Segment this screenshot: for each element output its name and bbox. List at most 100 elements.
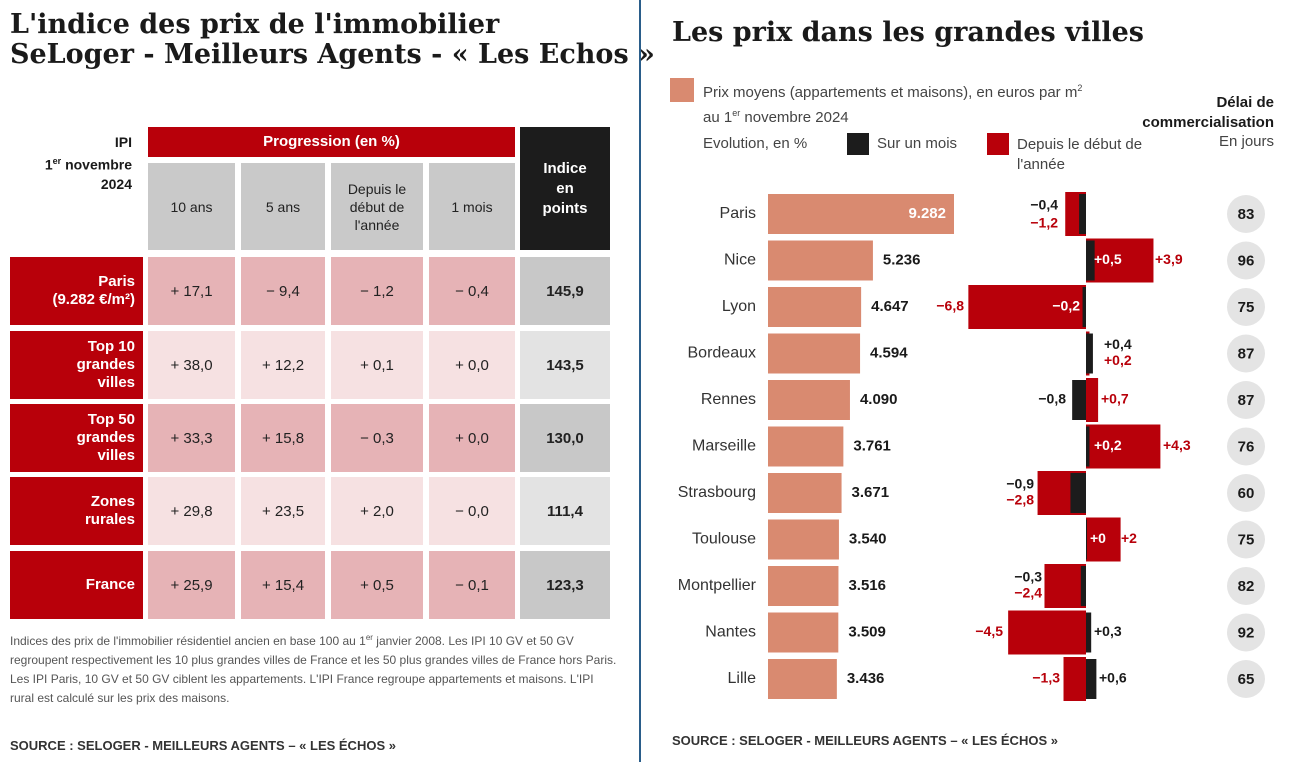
table-cell: + 17,1 (148, 257, 235, 325)
left-footnote: Indices des prix de l'immobilier résiden… (10, 628, 620, 708)
city-label: Paris (720, 205, 756, 222)
month-bar (1086, 240, 1095, 281)
row-label-text: Zones rurales (84, 493, 135, 528)
col-header-5ans: 5 ans (241, 163, 325, 250)
row-label-text: Top 50 grandes villes (76, 411, 135, 464)
table-cell: + 0,1 (331, 331, 423, 399)
month-label: −0,4 (1030, 197, 1058, 213)
price-bar (768, 287, 862, 327)
month-bar (1070, 473, 1086, 513)
legend-month-text: Sur un mois (877, 135, 958, 152)
price-bar (768, 426, 844, 467)
month-label: −0,3 (1014, 569, 1042, 585)
year-label: +0,7 (1101, 391, 1129, 407)
col-header-1mois: 1 mois (429, 163, 515, 250)
price-label: 3.671 (852, 484, 890, 501)
indice-cell: 111,4 (520, 477, 610, 545)
price-label: 3.761 (853, 437, 891, 454)
delai-value: 87 (1238, 345, 1255, 362)
price-bar (768, 333, 861, 374)
year-bar (1086, 517, 1121, 562)
year-label: +0,2 (1094, 437, 1122, 453)
month-label: +0,4 (1104, 336, 1132, 352)
progression-header: Progression (en %) (148, 127, 515, 157)
price-bar (768, 612, 839, 653)
note-sup: er (365, 633, 373, 642)
legend-price-swatch (670, 78, 694, 102)
delai-badge (1227, 241, 1265, 280)
legend-price-b: au 1 (703, 109, 733, 126)
delai-badge (1227, 567, 1265, 605)
row-label-text: Paris (98, 273, 135, 290)
city-label: Strasbourg (678, 484, 756, 501)
right-source: SOURCE : SELOGER - MEILLEURS AGENTS – « … (672, 733, 1058, 748)
year-label: −2,4 (1014, 585, 1042, 601)
price-label: 4.647 (871, 298, 909, 315)
table-cell: − 0,3 (331, 404, 423, 472)
evolution-label: Evolution, en % (703, 135, 808, 152)
delai-value: 75 (1238, 531, 1255, 548)
delai-value: 76 (1238, 438, 1255, 455)
indice-header-text: Indice en points (542, 159, 588, 217)
year-label: +2 (1121, 530, 1137, 546)
delai-badge (1227, 613, 1265, 652)
right-title: Les prix dans les grandes villes (672, 17, 1144, 48)
row-label: Paris (9.282 €/m²) (10, 257, 143, 325)
price-label: 4.594 (870, 344, 908, 361)
row-sublabel: (9.282 €/m²) (52, 291, 135, 308)
table-cell: + 29,8 (148, 477, 235, 545)
row-label: Top 50 grandes villes (10, 404, 143, 472)
ipi-label: IPI (114, 134, 132, 150)
note-part1: Indices des prix de l'immobilier résiden… (10, 634, 366, 648)
year-label: −1,3 (1032, 670, 1060, 686)
city-label: Bordeaux (688, 345, 757, 362)
delai-badge (1227, 288, 1265, 326)
table-cell: + 25,9 (148, 551, 235, 619)
legend-price-text: Prix moyens (appartements et maisons), e… (703, 78, 1093, 128)
delai-badge (1227, 195, 1265, 233)
left-panel: L'indice des prix de l'immobilier SeLoge… (0, 0, 655, 762)
city-label: Nice (724, 252, 756, 269)
month-bar (1086, 519, 1087, 560)
legend-year-swatch (987, 133, 1009, 155)
price-bar (768, 473, 842, 513)
city-label: Nantes (705, 624, 756, 641)
panel-divider (639, 0, 641, 762)
city-label: Toulouse (692, 531, 756, 548)
row-label: France (10, 551, 143, 619)
price-bar (768, 240, 873, 281)
month-bar (1086, 426, 1090, 467)
indice-cell: 143,5 (520, 331, 610, 399)
price-label: 9.282 (908, 205, 946, 222)
year-label: −1,2 (1030, 215, 1058, 231)
price-label: 4.090 (860, 391, 898, 408)
delai-badge (1227, 660, 1265, 698)
legend-price-sup2: er (732, 108, 741, 118)
table-cell: + 15,8 (241, 404, 325, 472)
date-sup: er (52, 156, 62, 166)
row-label: Zones rurales (10, 477, 143, 545)
month-bar (1079, 194, 1086, 234)
delai-value: 96 (1238, 252, 1255, 269)
year-label: −6,8 (936, 298, 964, 314)
delai-title: Délai de commercialisation (1142, 94, 1274, 131)
legend-year-text: Depuis le début de l'année (1017, 136, 1143, 173)
left-title-line: SeLoger - Meilleurs Agents - « Les Echos… (10, 39, 655, 70)
city-label: Montpellier (678, 577, 757, 594)
price-label: 3.516 (848, 577, 886, 594)
price-bar (768, 566, 839, 606)
date-year: 2024 (100, 175, 132, 192)
month-bar (1086, 333, 1093, 374)
delai-value: 65 (1238, 671, 1255, 688)
row-label-text: Top 10 grandes villes (76, 338, 135, 391)
legend-price-sup: 2 (1077, 83, 1083, 93)
table-cell: + 23,5 (241, 477, 325, 545)
year-label: +4,3 (1163, 437, 1191, 453)
delai-value: 92 (1238, 624, 1255, 641)
month-bar (1086, 659, 1097, 699)
month-label: −0,8 (1038, 391, 1066, 407)
table-cell: + 15,4 (241, 551, 325, 619)
price-bar (768, 194, 954, 234)
month-label: +0,3 (1094, 623, 1122, 639)
delai-value: 83 (1238, 206, 1255, 223)
